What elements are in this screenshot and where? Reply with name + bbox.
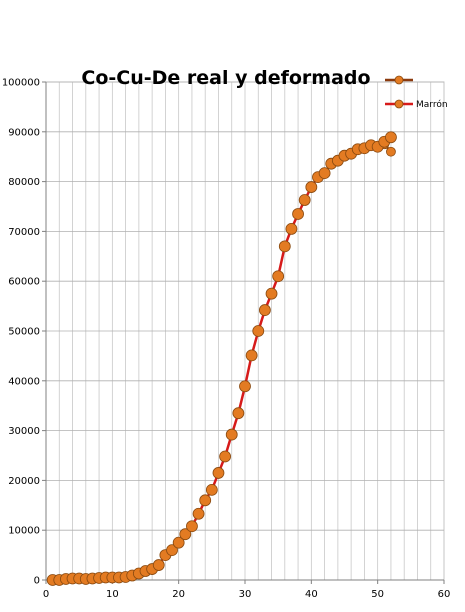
data-point <box>166 544 178 557</box>
x-tick-label: 50 <box>371 589 384 600</box>
data-point <box>232 407 245 420</box>
y-tick-label: 0 <box>34 576 40 587</box>
data-point <box>239 380 251 393</box>
legend-entry: Marrón <box>385 99 448 110</box>
y-tick-label: 30000 <box>8 426 40 437</box>
data-point <box>205 483 218 496</box>
x-tick-label: 30 <box>239 589 252 600</box>
x-tick-label: 0 <box>43 589 49 600</box>
data-point <box>192 507 205 520</box>
data-point <box>179 528 192 541</box>
y-tick-label: 70000 <box>8 227 40 238</box>
data-point <box>212 467 225 479</box>
x-tick-label: 40 <box>305 589 318 600</box>
data-point <box>245 349 258 362</box>
y-tick-label: 90000 <box>8 127 40 138</box>
data-point <box>265 287 278 300</box>
data-point <box>199 494 212 507</box>
data-point <box>298 194 311 206</box>
y-tick-labels: 0 10000 20000 30000 40000 50000 60000 70000 8000… <box>2 78 46 587</box>
x-tick-label: 10 <box>106 589 119 600</box>
legend: Marrón <box>385 75 448 110</box>
data-point <box>305 181 318 193</box>
legend-marker <box>394 75 404 85</box>
data-point <box>272 270 285 283</box>
data-point <box>385 131 397 144</box>
data-point <box>278 240 291 253</box>
y-tick-label: 50000 <box>8 327 40 338</box>
series-layer <box>46 131 397 586</box>
legend-label: Marrón <box>416 99 448 110</box>
series-1 <box>46 131 397 586</box>
data-point <box>152 559 165 571</box>
data-point <box>386 146 396 157</box>
chart-title: Co-Cu-De real y deformado <box>81 67 370 89</box>
data-point <box>219 450 232 463</box>
horizontal-gridlines <box>46 81 444 581</box>
data-point <box>258 304 271 316</box>
legend-marker <box>394 99 404 109</box>
data-point <box>252 325 265 337</box>
data-point <box>225 428 238 441</box>
y-tick-label: 10000 <box>8 526 40 537</box>
data-point <box>186 520 198 533</box>
legend-entry <box>385 75 413 85</box>
x-tick-label: 20 <box>172 589 185 600</box>
y-tick-label: 60000 <box>8 277 40 288</box>
y-tick-label: 20000 <box>8 476 40 487</box>
y-tick-label: 100000 <box>2 78 40 89</box>
y-tick-label: 40000 <box>8 376 40 387</box>
y-tick-label: 80000 <box>8 177 40 188</box>
data-point <box>172 536 185 549</box>
data-point <box>285 223 298 235</box>
x-tick-label: 60 <box>438 589 451 600</box>
data-point <box>292 208 304 220</box>
data-point <box>318 167 331 180</box>
